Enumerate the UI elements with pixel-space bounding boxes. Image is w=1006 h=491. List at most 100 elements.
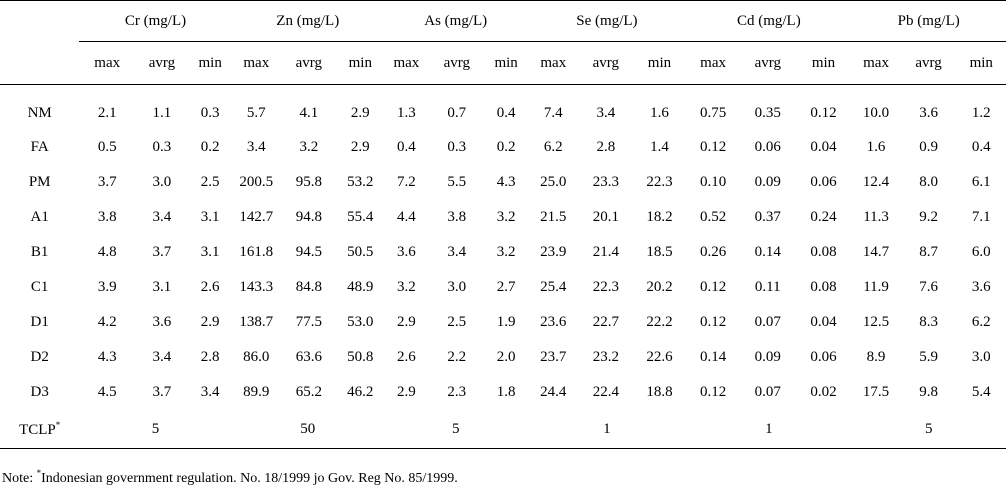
subheader-cell: max [94,54,121,71]
table-cell: 138.7 [239,314,274,330]
table-cell: 11.9 [863,279,889,295]
column-group-label: Cd (mg/L) [736,12,801,29]
table-cell: 4.1 [299,105,319,121]
table-row: D2 4.3 3.4 2.8 86.0 63.6 50.8 2.6 2.2 2.0 23.7 23.2… [0,340,1006,375]
subheader-cell: min [348,54,372,71]
subheader-cell: max [700,54,726,71]
table-cell: 86.0 [243,349,270,365]
table-cell: 9.2 [919,209,938,225]
table-cell: 22.7 [592,314,619,330]
column-group-header: Zn (mg/L) [231,0,384,42]
table-cell: 4.5 [97,384,117,400]
table-cell: 53.0 [347,314,374,330]
table-cell: 2.5 [447,314,467,330]
table-row: B1 4.8 3.7 3.1 161.8 94.5 50.5 3.6 3.4 3.2 23.9 21.… [0,235,1006,270]
table-cell: 12.4 [862,174,890,190]
table-cell: 0.14 [754,244,781,260]
table-cell: 3.1 [152,279,172,295]
table-cell: 20.2 [646,279,673,295]
table-cell: 0.06 [754,139,781,155]
table-cell: 0.06 [810,349,837,365]
table-cell: 0.2 [496,139,516,155]
table-cell: 0.4 [496,105,516,121]
table-cell: 3.4 [152,349,172,365]
table-cell: 1.1 [152,105,172,121]
subheader-cell: avrg [592,54,620,71]
table-cell: 3.6 [971,279,991,295]
column-group-label: Zn (mg/L) [276,12,340,29]
tclp-value: 1 [603,420,611,437]
table-cell: 3.4 [200,384,220,400]
table-cell: 0.12 [699,279,727,295]
table-cell: 5.5 [447,174,467,190]
table-cell: 0.11 [754,279,781,295]
table-cell: 0.4 [971,139,991,155]
tclp-label: TCLP* [0,410,79,449]
table-cell: 7.2 [397,174,416,190]
table-cell: 0.26 [699,244,727,260]
tclp-value: 5 [924,420,933,437]
table-cell: 1.2 [971,105,991,121]
table-cell: 2.3 [447,384,467,400]
column-group-header: As (mg/L) [383,0,528,42]
table-cell: 0.12 [699,384,727,400]
table-cell: 14.7 [862,244,890,260]
table-cell: 3.4 [447,244,467,260]
subheader-cell: max [243,54,270,71]
table-cell: 3.7 [152,244,172,260]
row-label: PM [28,174,51,190]
table-cell: 3.4 [246,139,266,155]
table-cell: 1.9 [496,314,516,330]
table-cell: 143.3 [239,279,274,295]
table-row: NM 2.1 1.1 0.3 5.7 4.1 2.9 1.3 0.7 0.4 7.4 3.4 1.6 0.… [0,85,1006,131]
table-row: D1 4.2 3.6 2.9 138.7 77.5 53.0 2.9 2.5 1.9 23.6 22.… [0,305,1006,340]
row-label: D3 [30,384,49,400]
table-cell: 2.2 [447,349,467,365]
table-cell: 1.3 [397,105,416,121]
table-cell: 0.12 [810,105,837,121]
table-cell: 24.4 [540,384,567,400]
tclp-value: 1 [765,420,773,437]
table-cell: 200.5 [239,174,274,190]
tclp-value: 5 [451,420,460,437]
table-cell: 0.14 [699,349,727,365]
table-cell: 77.5 [295,314,322,330]
note-text: Indonesian government regulation. No. 18… [41,471,458,486]
subheader-cell: max [540,54,567,71]
table-cell: 3.0 [447,279,467,295]
table-cell: 0.52 [699,209,727,225]
table-row: A1 3.8 3.4 3.1 142.7 94.8 55.4 4.4 3.8 3.2 21.5 20.… [0,200,1006,235]
data-table: Cr (mg/L) Zn (mg/L) As (mg/L) Se (mg/L) Cd (… [0,0,1006,449]
table-cell: 23.7 [540,349,567,365]
table-cell: 8.7 [919,244,938,260]
table-cell: 18.2 [646,209,673,225]
table-cell: 65.2 [295,384,322,400]
table-cell: 0.75 [699,105,727,121]
table-cell: 0.4 [397,139,416,155]
table-cell: 3.2 [397,279,416,295]
table-row: FA 0.5 0.3 0.2 3.4 3.2 2.9 0.4 0.3 0.2 6.2 2.8 1.4 0.… [0,130,1006,165]
column-group-label: As (mg/L) [424,12,488,29]
table-cell: 23.9 [540,244,567,260]
table-cell: 23.6 [540,314,567,330]
table-cell: 63.6 [295,349,322,365]
table-cell: 4.8 [97,244,117,260]
table-cell: 3.4 [596,105,616,121]
table-row: PM 3.7 3.0 2.5 200.5 95.8 53.2 7.2 5.5 4.3 25.0 23.… [0,165,1006,200]
table-cell: 22.3 [592,279,619,295]
table-cell: 0.08 [810,244,837,260]
table-cell: 18.8 [646,384,673,400]
table-cell: 2.9 [350,105,370,121]
table-cell: 3.0 [971,349,991,365]
table-cell: 2.9 [200,314,220,330]
table-cell: 7.6 [919,279,938,295]
table-cell: 0.12 [699,139,727,155]
table-cell: 0.24 [810,209,837,225]
table-cell: 0.06 [810,174,837,190]
table-cell: 0.9 [919,139,938,155]
table-cell: 1.8 [496,384,516,400]
tclp-marker: * [55,419,61,430]
table-cell: 84.8 [295,279,322,295]
subheader-cell: avrg [148,54,176,71]
table-cell: 0.12 [699,314,727,330]
